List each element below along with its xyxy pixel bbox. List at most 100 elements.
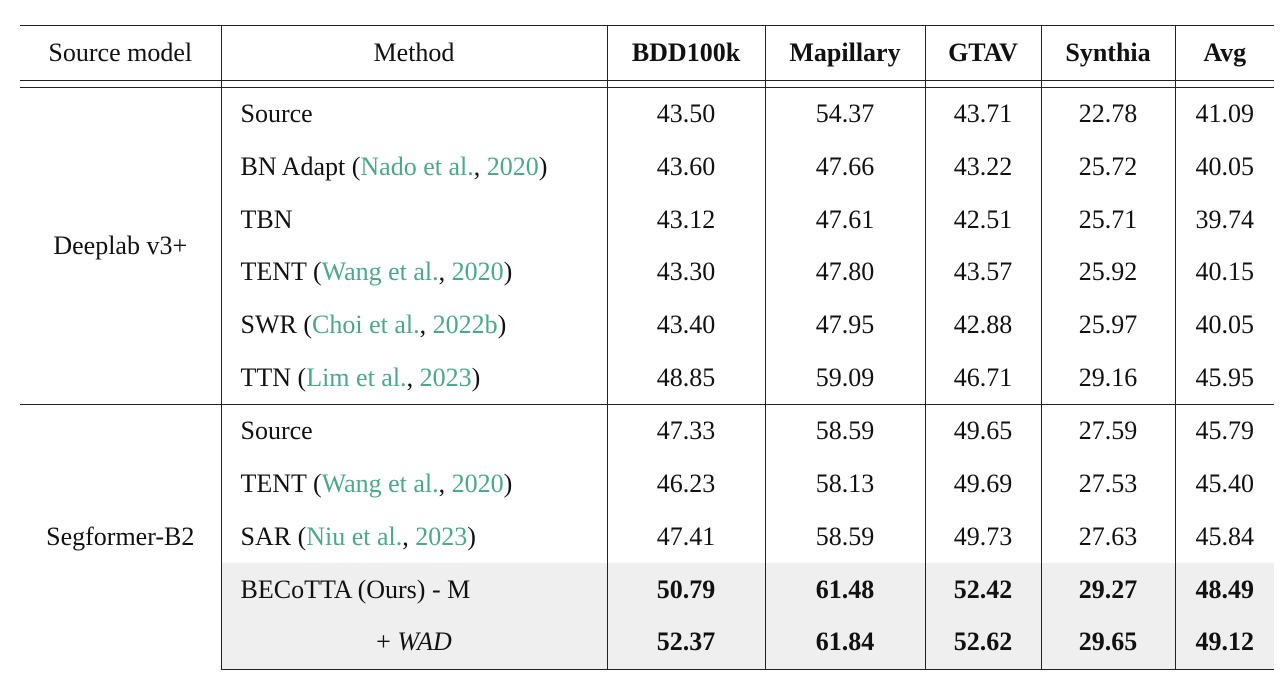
citation-year-link[interactable]: 2020 xyxy=(451,257,504,287)
value-cell: 25.71 xyxy=(1040,193,1175,247)
value-cell: 43.22 xyxy=(924,140,1041,194)
header-avg: Avg xyxy=(1174,25,1274,81)
table-row: SAR (Niu et al., 2023) 47.41 58.59 49.73… xyxy=(20,510,1274,564)
value-cell: 58.13 xyxy=(764,457,925,511)
source-model-cell: Deeplab v3+ xyxy=(20,86,222,405)
citation-link[interactable]: Wang et al. xyxy=(321,257,439,287)
value-cell: 49.73 xyxy=(924,510,1041,564)
value-cell: 25.92 xyxy=(1040,246,1175,299)
value-cell: 45.40 xyxy=(1174,457,1274,511)
value-cell: 54.37 xyxy=(764,86,925,141)
citation-year-link[interactable]: 2020 xyxy=(486,152,539,182)
method-cell: TENT (Wang et al., 2020) xyxy=(240,257,513,287)
table-row: SWR (Choi et al., 2022b) 43.40 47.95 42.… xyxy=(20,298,1274,352)
header-method: Method xyxy=(220,25,607,81)
value-cell: 47.41 xyxy=(606,510,765,564)
value-cell: 52.37 xyxy=(606,615,765,670)
method-cell: TENT (Wang et al., 2020) xyxy=(240,469,513,499)
value-cell: 49.12 xyxy=(1174,615,1274,670)
value-cell: 40.05 xyxy=(1174,140,1274,194)
value-cell: 52.62 xyxy=(924,615,1041,670)
results-table: Source model Method BDD100k Mapillary GT… xyxy=(20,25,1274,670)
value-cell: 27.59 xyxy=(1040,404,1175,458)
citation-link[interactable]: Choi et al. xyxy=(312,310,420,340)
value-cell: 22.78 xyxy=(1040,86,1175,141)
value-cell: 39.74 xyxy=(1174,193,1274,247)
value-cell: 58.59 xyxy=(764,510,925,564)
citation-link[interactable]: Lim et al. xyxy=(306,362,407,392)
table-row: BN Adapt (Nado et al., 2020) 43.60 47.66… xyxy=(20,140,1274,194)
value-cell: 43.40 xyxy=(606,298,765,352)
header-row: Source model Method BDD100k Mapillary GT… xyxy=(20,25,1274,81)
table-row: Segformer-B2 Source 47.33 58.59 49.65 27… xyxy=(20,404,1274,670)
citation-year-link[interactable]: 2023 xyxy=(415,521,468,551)
value-cell: 29.27 xyxy=(1040,563,1175,616)
header-bdd100k: BDD100k xyxy=(606,25,765,81)
value-cell: 43.60 xyxy=(606,140,765,194)
value-cell: 59.09 xyxy=(764,351,925,405)
table-row: TTN (Lim et al., 2023) 48.85 59.09 46.71… xyxy=(20,351,1274,405)
value-cell: 29.65 xyxy=(1040,615,1175,670)
value-cell: 48.49 xyxy=(1174,563,1274,616)
table-row-ours: BECoTTA (Ours) - M 50.79 61.48 52.42 29.… xyxy=(20,563,1274,616)
value-cell: 40.15 xyxy=(1174,246,1274,299)
value-cell: 43.50 xyxy=(606,86,765,141)
method-cell: Source xyxy=(221,404,607,458)
value-cell: 29.16 xyxy=(1040,351,1175,405)
citation-link[interactable]: Niu et al. xyxy=(306,521,403,551)
value-cell: 43.71 xyxy=(924,86,1041,141)
header-spacer xyxy=(20,80,1274,88)
value-cell: 50.79 xyxy=(606,563,765,616)
value-cell: 41.09 xyxy=(1174,86,1274,141)
value-cell: 27.63 xyxy=(1040,510,1175,564)
method-cell: + WAD xyxy=(221,615,607,670)
table-row-ours-wad: + WAD 52.37 61.84 52.62 29.65 49.12 xyxy=(20,615,1274,670)
value-cell: 43.12 xyxy=(606,193,765,247)
citation-year-link[interactable]: 2023 xyxy=(419,362,472,392)
value-cell: 42.88 xyxy=(924,298,1041,352)
method-cell: Source xyxy=(221,86,607,141)
value-cell: 49.69 xyxy=(924,457,1041,511)
header-source-model: Source model xyxy=(20,25,221,81)
value-cell: 43.30 xyxy=(606,246,765,299)
value-cell: 46.71 xyxy=(924,351,1041,405)
method-cell: SAR (Niu et al., 2023) xyxy=(240,521,476,551)
source-model-cell: Segformer-B2 xyxy=(20,404,222,670)
header-gtav: GTAV xyxy=(924,25,1041,81)
value-cell: 46.23 xyxy=(606,457,765,511)
value-cell: 61.84 xyxy=(764,615,925,670)
citation-year-link[interactable]: 2020 xyxy=(451,469,504,499)
value-cell: 43.57 xyxy=(924,246,1041,299)
method-cell: BN Adapt (Nado et al., 2020) xyxy=(240,152,548,182)
table-row: TENT (Wang et al., 2020) 43.30 47.80 43.… xyxy=(20,246,1274,299)
table-row: TENT (Wang et al., 2020) 46.23 58.13 49.… xyxy=(20,457,1274,511)
citation-link[interactable]: Wang et al. xyxy=(321,469,439,499)
value-cell: 47.61 xyxy=(764,193,925,247)
value-cell: 25.97 xyxy=(1040,298,1175,352)
value-cell: 47.95 xyxy=(764,298,925,352)
value-cell: 27.53 xyxy=(1040,457,1175,511)
value-cell: 49.65 xyxy=(924,404,1041,458)
value-cell: 47.33 xyxy=(606,404,765,458)
value-cell: 52.42 xyxy=(924,563,1041,616)
value-cell: 58.59 xyxy=(764,404,925,458)
method-cell: TTN (Lim et al., 2023) xyxy=(240,362,481,392)
value-cell: 45.95 xyxy=(1174,351,1274,405)
header-synthia: Synthia xyxy=(1040,25,1175,81)
value-cell: 45.79 xyxy=(1174,404,1274,458)
value-cell: 48.85 xyxy=(606,351,765,405)
value-cell: 40.05 xyxy=(1174,298,1274,352)
citation-link[interactable]: Nado et al. xyxy=(360,152,474,182)
method-cell: SWR (Choi et al., 2022b) xyxy=(240,310,507,340)
header-mapillary: Mapillary xyxy=(764,25,925,81)
value-cell: 42.51 xyxy=(924,193,1041,247)
table-row: Deeplab v3+ Source 43.50 54.37 43.71 22.… xyxy=(20,86,1274,405)
value-cell: 47.66 xyxy=(764,140,925,194)
citation-year-link[interactable]: 2022b xyxy=(432,310,498,340)
value-cell: 45.84 xyxy=(1174,510,1274,564)
method-cell: TBN xyxy=(240,204,293,234)
table-row: TBN 43.12 47.61 42.51 25.71 39.74 xyxy=(20,193,1274,247)
value-cell: 61.48 xyxy=(764,563,925,616)
method-cell: BECoTTA (Ours) - M xyxy=(221,563,607,616)
value-cell: 25.72 xyxy=(1040,140,1175,194)
